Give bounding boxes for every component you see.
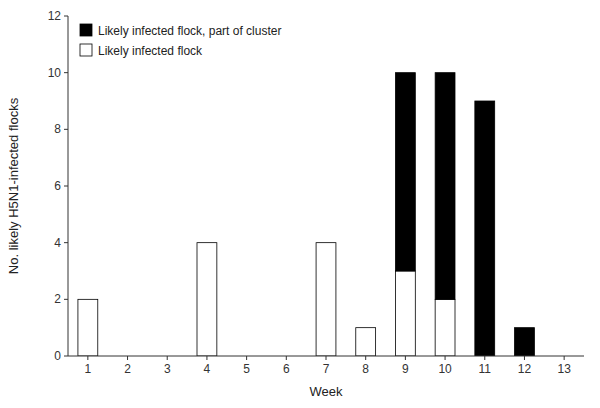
x-tick-label: 13 [557,362,571,376]
y-tick-label: 2 [54,292,61,306]
x-tick-label: 9 [402,362,409,376]
x-tick [564,356,565,360]
y-tick-label: 0 [54,349,61,363]
x-tick [405,356,406,360]
x-tick-label: 8 [362,362,369,376]
bar [475,101,495,356]
x-tick-label: 11 [479,362,492,376]
x-tick-label: 2 [124,362,131,376]
x-tick-label: 3 [164,362,171,376]
y-tick [64,129,68,130]
legend-label: Likely infected flock, part of cluster [98,24,281,38]
x-axis-label: Week [310,384,343,399]
legend-swatch [80,44,92,56]
legend: Likely infected flock, part of cluster Li… [80,24,281,58]
legend-swatch [80,24,92,36]
bars [78,73,534,356]
x-tick [127,356,128,360]
bar [197,243,217,356]
x-tick [524,356,525,360]
y-tick [64,356,68,357]
x-tick-label: 1 [85,362,92,376]
bar [78,299,98,300]
chart-container: 12345678910111213024681012WeekNo. likely… [0,0,600,408]
x-tick-label: 10 [438,362,452,376]
bar [435,299,455,356]
bar [356,327,376,328]
bar [316,242,336,243]
y-tick [64,186,68,187]
bar [435,73,455,300]
y-tick-label: 10 [48,66,62,80]
y-tick-label: 4 [54,236,61,250]
x-tick [326,356,327,360]
y-tick-label: 12 [48,9,62,23]
x-tick [484,356,485,360]
bar [316,243,336,356]
x-tick [365,356,366,360]
bar [395,271,415,356]
x-tick [445,356,446,360]
x-tick-label: 7 [323,362,330,376]
y-tick-label: 8 [54,122,61,136]
x-tick-label: 6 [283,362,290,376]
x-tick [206,356,207,360]
y-tick [64,72,68,73]
x-tick-label: 12 [518,362,532,376]
x-tick [286,356,287,360]
x-tick-label: 4 [204,362,211,376]
bar [356,328,376,356]
bar [515,328,535,356]
x-tick-label: 5 [243,362,250,376]
y-tick-label: 6 [54,179,61,193]
bar [197,242,217,243]
y-tick [64,242,68,243]
x-tick [167,356,168,360]
y-tick [64,299,68,300]
bar [395,73,415,271]
chart: 12345678910111213024681012WeekNo. likely… [0,0,600,408]
legend-label: Likely infected flock [98,44,203,58]
y-tick [64,16,68,17]
y-axis-label: No. likely H5N1-infected flocks [6,97,21,274]
bar [78,299,98,356]
x-tick [246,356,247,360]
x-tick [87,356,88,360]
